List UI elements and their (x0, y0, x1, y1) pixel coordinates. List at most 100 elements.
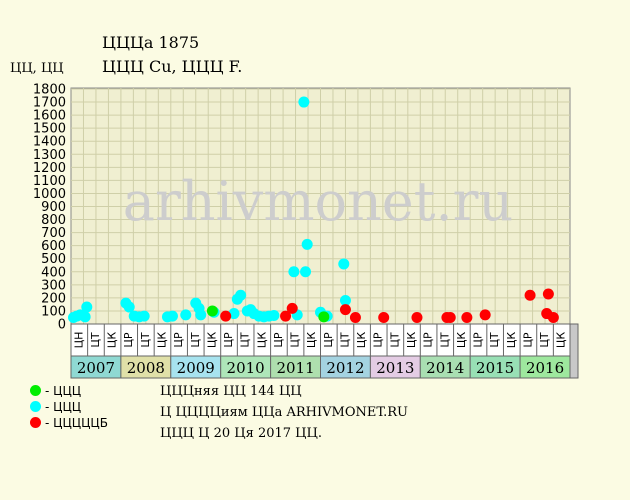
x-sublabel: ЦР (472, 332, 485, 348)
x-sublabel: ЦК (505, 332, 518, 349)
data-point (479, 309, 491, 321)
legend-label: - ЦЦЦ (45, 400, 82, 414)
year-label: 2012 (326, 359, 364, 377)
y-tick-label: 1700 (33, 96, 66, 111)
legend-item-green: - ЦЦЦ (30, 384, 81, 398)
x-sublabel: ЦР (272, 332, 285, 348)
y-tick-label: 200 (41, 291, 66, 306)
data-point (301, 238, 313, 250)
y-tick-label: 500 (41, 252, 66, 267)
x-sublabel: ЦР (122, 332, 135, 348)
data-point (280, 310, 292, 322)
year-label: 2013 (376, 359, 414, 377)
x-sublabel: ЦК (155, 332, 168, 349)
x-axis-years: 2007 2008 2009 2010 2011 2012 2013 2014 2015 2016 (70, 323, 579, 379)
data-point (461, 311, 473, 323)
data-point (195, 309, 207, 321)
data-point (79, 311, 91, 323)
year-label: 2016 (526, 359, 564, 377)
legend-label: - ЦЦЦ (45, 384, 82, 398)
x-axis-sublabels: ЦН ЦТ ЦК ЦР ЦТ ЦК ЦР ЦТ ЦК ЦР ЦТ ЦК ЦР ЦТ ЦК ЦР ЦТ ЦК ЦР ЦТ… (70, 323, 571, 357)
x-sublabel: ЦК (106, 332, 119, 349)
data-points (67, 96, 559, 323)
data-point (338, 258, 350, 270)
y-tick-label: 700 (41, 226, 66, 241)
x-sublabel: ЦК (555, 332, 568, 349)
y-tick-label: 1000 (33, 187, 66, 202)
y-tick-label: 1800 (33, 83, 66, 98)
y-tick-label: 1600 (33, 109, 66, 124)
y-tick-label: 600 (41, 239, 66, 254)
y-tick-label: 1100 (33, 174, 66, 189)
year-label: 2011 (276, 359, 314, 377)
legend-item-red: - ЦЦЦЦЦБ (30, 416, 108, 430)
data-point (542, 288, 554, 300)
x-sublabel: ЦТ (438, 332, 451, 348)
data-point (298, 96, 310, 108)
x-sublabel: ЦК (255, 332, 268, 349)
info-line-date: ЦЦЦ Ц 20 Ця 2017 ЦЦ. (160, 426, 322, 441)
y-tick-label: 100 (41, 304, 66, 319)
x-sublabel: ЦТ (488, 332, 501, 348)
axis-end-cap (569, 323, 579, 379)
y-tick-label: 1400 (33, 135, 66, 150)
x-sublabel: ЦТ (239, 332, 252, 348)
data-point (228, 308, 240, 320)
x-sublabel: ЦТ (89, 332, 102, 348)
y-tick-label: 400 (41, 265, 66, 280)
x-sublabel: ЦК (305, 332, 318, 349)
data-point (318, 311, 330, 323)
x-sublabel: ЦР (372, 332, 385, 348)
data-point (411, 311, 423, 323)
y-tick-label: 1200 (33, 161, 66, 176)
data-point (166, 310, 178, 322)
data-point (235, 289, 247, 301)
green-dot-icon (30, 385, 41, 396)
chart-subtitle: ЦЦЦ Cu, ЦЦЦ F. (102, 57, 243, 76)
year-label: 2009 (177, 359, 215, 377)
watermark: arhivmonet.ru (123, 170, 513, 233)
x-sublabel: ЦК (205, 332, 218, 349)
x-sublabel: ЦР (172, 332, 185, 348)
x-sublabel: ЦК (455, 332, 468, 349)
y-tick-label: 0 (58, 318, 66, 333)
x-sublabel: ЦР (422, 332, 435, 348)
data-point (138, 310, 150, 322)
info-line-average: ЦЦЦняя ЦЦ 144 ЦЦ (160, 384, 302, 399)
grid-lines (71, 88, 570, 325)
red-dot-icon (30, 417, 41, 428)
y-tick-label: 800 (41, 213, 66, 228)
data-point (286, 302, 298, 314)
year-label: 2010 (227, 359, 265, 377)
y-tick-label: 1300 (33, 148, 66, 163)
y-axis-ticks: 0100200300400500600700800900100011001200… (33, 83, 66, 333)
cyan-dot-icon (30, 401, 41, 412)
x-sublabel: ЦТ (189, 332, 202, 348)
data-point (123, 301, 135, 313)
data-point (339, 295, 351, 306)
x-sublabel: ЦР (521, 332, 534, 348)
data-point (547, 311, 559, 323)
info-line-source: Ц ЦЦЦЦиям ЦЦа ARHIVMONET.RU (160, 405, 408, 420)
chart-title: ЦЦЦа 1875 (102, 33, 200, 52)
x-sublabel: ЦК (355, 332, 368, 349)
year-label: 2014 (426, 359, 464, 377)
x-sublabel: ЦН (72, 332, 85, 349)
y-tick-label: 900 (41, 200, 66, 215)
x-sublabel: ЦТ (289, 332, 302, 348)
data-point (444, 311, 456, 323)
x-sublabel: ЦТ (388, 332, 401, 348)
year-label: 2007 (77, 359, 115, 377)
year-label: 2008 (127, 359, 165, 377)
x-sublabel: ЦТ (338, 332, 351, 348)
y-tick-label: 300 (41, 278, 66, 293)
data-point (180, 309, 192, 321)
year-label: 2015 (476, 359, 514, 377)
data-point (206, 305, 218, 317)
data-point (300, 266, 312, 278)
data-point (220, 310, 232, 322)
data-point (378, 311, 390, 323)
data-point (339, 304, 351, 316)
data-point (524, 289, 536, 301)
